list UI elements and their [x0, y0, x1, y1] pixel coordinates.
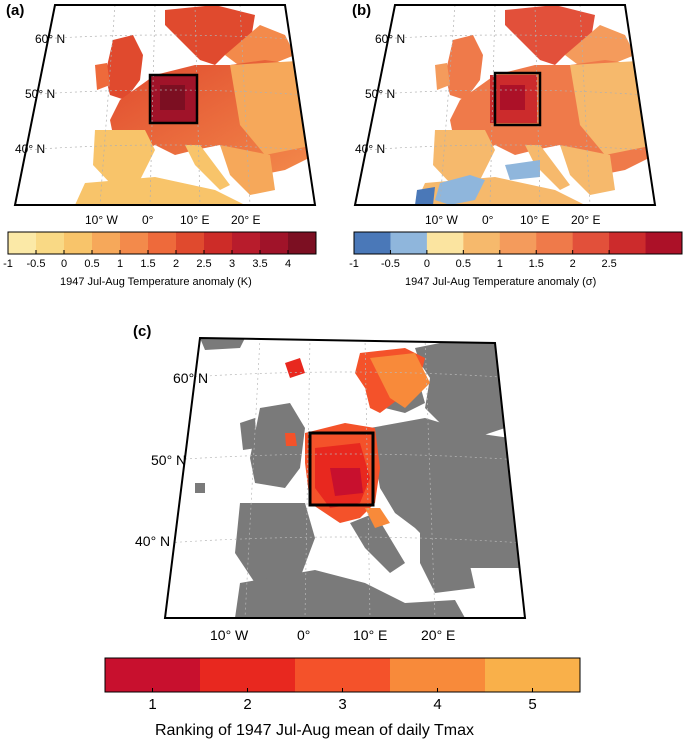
lat-label-50: 50° N [151, 452, 186, 468]
lat-label-40: 40° N [15, 142, 45, 156]
colorbar-swatch [354, 232, 391, 254]
panel-a-label: (a) [6, 2, 25, 19]
cold-anomaly-region [435, 175, 485, 205]
colorbar-tick-label: 4 [285, 258, 291, 270]
colorbar-swatch [148, 232, 177, 254]
colorbar-swatch [645, 232, 683, 254]
lat-label-60: 60° N [375, 32, 405, 46]
colorbar-tick-label: 2.5 [601, 258, 616, 270]
colorbar-tick-label: 0.5 [456, 258, 471, 270]
colorbar-tick-label: 0 [424, 258, 430, 270]
colorbar-swatch [64, 232, 93, 254]
colorbar-tick-label: 2 [243, 696, 251, 713]
lon-label-20e: 20° E [571, 213, 600, 227]
colorbar-tick-label: 0.5 [84, 258, 99, 270]
colorbar-tick-label: 1 [148, 696, 156, 713]
lon-label-0: 0° [482, 213, 494, 227]
colorbar-swatch [609, 232, 647, 254]
colorbar-tick-label: 4 [433, 696, 441, 713]
colorbar-tick-label: 0 [61, 258, 67, 270]
lon-label-10w: 10° W [85, 213, 118, 227]
panel-a-map: 60° N 50° N 40° N 10° W 0° 10° E 20° E [13, 4, 317, 227]
land-british-isles [250, 403, 305, 488]
land-scandinavia-east [415, 338, 505, 438]
panel-c-map: 60° N 50° N 40° N 10° W 0° 10° E 20° E [135, 336, 527, 643]
lat-label-60: 60° N [35, 32, 65, 46]
land-central-europe [370, 418, 520, 568]
colorbar-swatch [92, 232, 121, 254]
lon-label-20e: 20° E [231, 213, 260, 227]
panel-a-colorbar: -1 -0.5 0 0.5 1 1.5 2 2.5 3 3.5 4 [3, 231, 317, 270]
lon-label-10w: 10° W [210, 627, 249, 643]
lon-label-10e: 10° E [520, 213, 549, 227]
colorbar-swatch [536, 232, 574, 254]
study-region-box [493, 71, 542, 127]
colorbar-tick-label: 5 [528, 696, 536, 713]
land-iberia [235, 503, 315, 583]
lat-label-60: 60° N [173, 370, 208, 386]
colorbar-tick-label: -0.5 [27, 258, 46, 270]
north-africa [75, 177, 245, 205]
lon-label-0: 0° [142, 213, 154, 227]
colorbar-tick-label: -1 [349, 258, 359, 270]
colorbar-swatch [572, 232, 610, 254]
panel-c-label: (c) [133, 323, 152, 340]
colorbar-tick-label: 1 [497, 258, 503, 270]
study-region-box [308, 431, 375, 507]
colorbar-tick-label: 1.5 [529, 258, 544, 270]
colorbar-swatch [426, 232, 464, 254]
colorbar-swatch [105, 658, 201, 692]
colorbar-swatch [288, 232, 317, 254]
colorbar-tick-label: -0.5 [381, 258, 400, 270]
panel-b-colorbar-caption: 1947 Jul-Aug Temperature anomaly (σ) [405, 276, 597, 288]
study-region-box [148, 73, 199, 125]
colorbar-swatch [36, 232, 65, 254]
colorbar-swatch [200, 658, 296, 692]
colorbar-swatch [176, 232, 205, 254]
panel-b-colorbar: -1 -0.5 0 0.5 1 1.5 2 2.5 [349, 231, 683, 270]
panel-b-label: (b) [352, 2, 372, 19]
colorbar-tick-label: 1.5 [140, 258, 155, 270]
lon-label-10e: 10° E [180, 213, 209, 227]
colorbar-tick-label: -1 [3, 258, 13, 270]
british-isles [105, 35, 143, 100]
panel-a-colorbar-caption: 1947 Jul-Aug Temperature anomaly (K) [60, 276, 252, 288]
colorbar-swatch [260, 232, 289, 254]
colorbar-swatch [120, 232, 149, 254]
panel-c-colorbar-caption: Ranking of 1947 Jul-Aug mean of daily Tm… [155, 722, 474, 739]
lon-label-20e: 20° E [421, 627, 455, 643]
colorbar-tick-label: 3 [229, 258, 235, 270]
colorbar-tick-label: 1 [117, 258, 123, 270]
iberia [93, 130, 155, 183]
colorbar-tick-label: 3.5 [252, 258, 267, 270]
colorbar-swatch [295, 658, 391, 692]
lat-label-50: 50° N [25, 87, 55, 101]
panel-c-colorbar: 1 2 3 4 5 [104, 657, 581, 713]
lon-label-10w: 10° W [425, 213, 458, 227]
lat-label-40: 40° N [135, 533, 170, 549]
colorbar-tick-label: 2 [570, 258, 576, 270]
colorbar-swatch [499, 232, 537, 254]
colorbar-swatch [8, 232, 37, 254]
colorbar-swatch [204, 232, 233, 254]
lat-label-40: 40° N [355, 142, 385, 156]
colorbar-tick-label: 2.5 [196, 258, 211, 270]
colorbar-tick-label: 2 [173, 258, 179, 270]
colorbar-swatch [390, 658, 486, 692]
lon-label-10e: 10° E [353, 627, 387, 643]
colorbar-swatch [463, 232, 501, 254]
colorbar-swatch [390, 232, 428, 254]
colorbar-swatch [232, 232, 261, 254]
colorbar-tick-label: 3 [338, 696, 346, 713]
lat-label-50: 50° N [365, 87, 395, 101]
colorbar-swatch [485, 658, 581, 692]
lon-label-0: 0° [297, 627, 310, 643]
panel-b-map: 60° N 50° N 40° N 10° W 0° 10° E 20° E [353, 4, 657, 227]
